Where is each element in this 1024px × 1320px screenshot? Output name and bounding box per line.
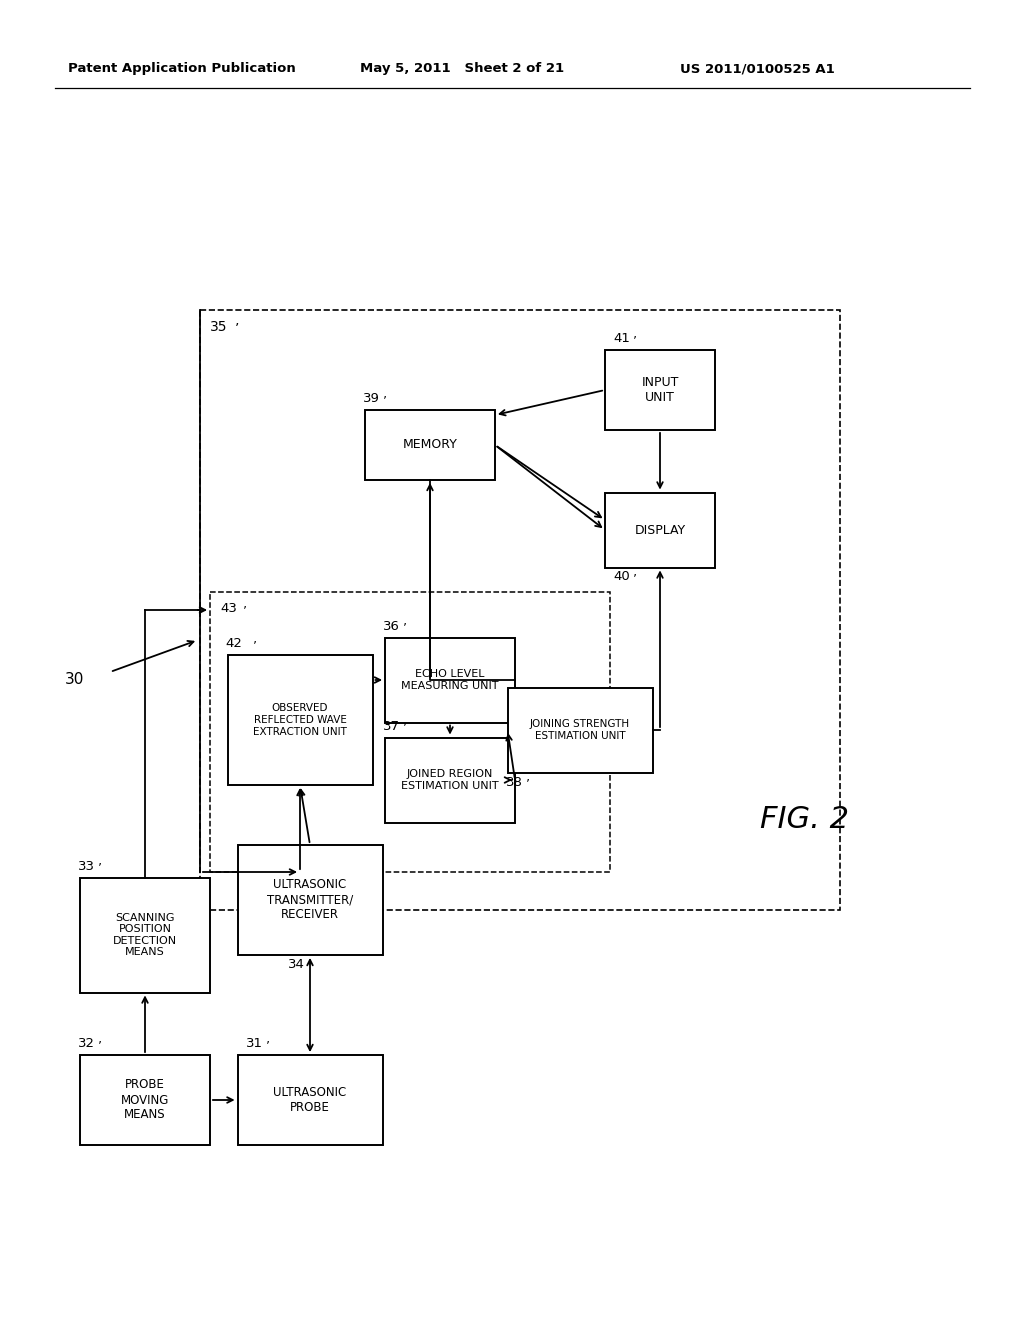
Text: ’: ’ [633, 334, 637, 347]
Bar [200, 310, 840, 909]
Text: 33: 33 [78, 859, 95, 873]
Text: ULTRASONIC
TRANSMITTER/
RECEIVER: ULTRASONIC TRANSMITTER/ RECEIVER [267, 879, 353, 921]
Text: 39: 39 [362, 392, 380, 405]
Text: 35: 35 [210, 319, 227, 334]
Text: OBSERVED
REFLECTED WAVE
EXTRACTION UNIT: OBSERVED REFLECTED WAVE EXTRACTION UNIT [253, 704, 347, 737]
Text: JOINING STRENGTH
ESTIMATION UNIT: JOINING STRENGTH ESTIMATION UNIT [530, 719, 630, 741]
Text: SCANNING
POSITION
DETECTION
MEANS: SCANNING POSITION DETECTION MEANS [113, 912, 177, 957]
Text: JOINED REGION
ESTIMATION UNIT: JOINED REGION ESTIMATION UNIT [401, 770, 499, 791]
Text: ’: ’ [265, 1039, 269, 1052]
Text: ’: ’ [307, 960, 311, 973]
Bar [80, 1055, 210, 1144]
Text: 36: 36 [383, 619, 400, 632]
Text: 41: 41 [613, 333, 630, 345]
Text: ECHO LEVEL
MEASURING UNIT: ECHO LEVEL MEASURING UNIT [401, 669, 499, 690]
Text: ’: ’ [403, 622, 407, 635]
Text: ’: ’ [234, 322, 240, 337]
Bar [238, 1055, 383, 1144]
Text: 34: 34 [288, 958, 304, 972]
Text: 37: 37 [383, 719, 400, 733]
Text: FIG. 2: FIG. 2 [760, 805, 849, 834]
Bar [508, 688, 652, 772]
Bar [80, 878, 210, 993]
Text: US 2011/0100525 A1: US 2011/0100525 A1 [680, 62, 835, 75]
Text: ’: ’ [383, 393, 387, 407]
Text: 38: 38 [506, 776, 522, 788]
Bar [605, 350, 715, 430]
Bar [385, 638, 515, 722]
Text: Patent Application Publication: Patent Application Publication [68, 62, 296, 75]
Text: 32: 32 [78, 1038, 95, 1049]
Bar [227, 655, 373, 785]
Text: 43: 43 [220, 602, 237, 615]
Text: ’: ’ [243, 605, 247, 616]
Bar [385, 738, 515, 822]
Bar [210, 591, 610, 873]
Text: May 5, 2011   Sheet 2 of 21: May 5, 2011 Sheet 2 of 21 [360, 62, 564, 75]
Text: DISPLAY: DISPLAY [635, 524, 685, 536]
Text: ULTRASONIC
PROBE: ULTRASONIC PROBE [273, 1086, 347, 1114]
Bar [605, 492, 715, 568]
Text: ’: ’ [525, 777, 529, 791]
Text: INPUT
UNIT: INPUT UNIT [641, 376, 679, 404]
Text: 31: 31 [246, 1038, 262, 1049]
Text: ’: ’ [403, 722, 407, 734]
Text: ’: ’ [98, 1039, 102, 1052]
Text: 40: 40 [613, 570, 630, 583]
Text: ’: ’ [253, 639, 256, 652]
Bar [238, 845, 383, 954]
Text: PROBE
MOVING
MEANS: PROBE MOVING MEANS [121, 1078, 169, 1122]
Text: 30: 30 [65, 672, 84, 688]
Text: ’: ’ [633, 573, 637, 586]
Text: MEMORY: MEMORY [402, 438, 458, 451]
Text: ’: ’ [98, 862, 102, 874]
Text: 42: 42 [225, 638, 243, 649]
Bar [365, 411, 495, 480]
